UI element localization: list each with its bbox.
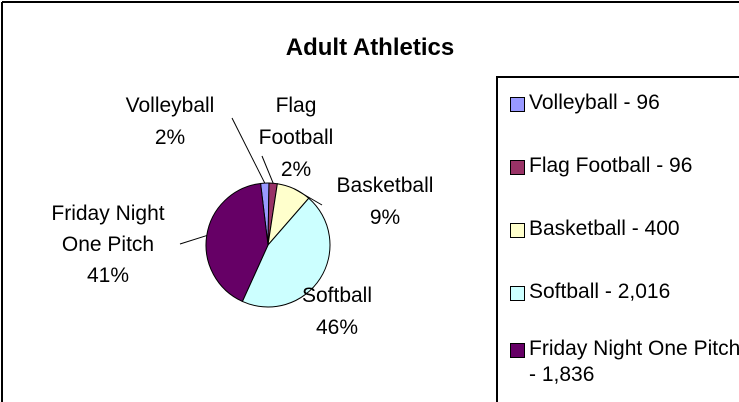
slice-label-volleyball: Volleyball 2% [126,94,215,149]
legend-label: Flag Football - 96 [529,154,693,177]
legend-item-volleyball: Volleyball - 96 [510,90,739,116]
legend-item-basketball: Basketball - 400 [510,216,739,242]
legend-swatch [510,160,525,175]
slice-label-softball: Softball 46% [302,284,372,339]
slice-label-line: Basketball [337,174,434,197]
legend-swatch [510,223,525,238]
slice-label-line: 9% [370,206,400,229]
legend-item-flag-football: Flag Football - 96 [510,153,739,179]
legend-label: Friday Night One Pitch - 1,836 [529,337,739,386]
leader-line-flag-football [261,155,274,184]
slice-label-flag-football: Flag Football 2% [259,94,334,181]
slice-label-line: Volleyball [126,94,215,117]
legend-label: Softball - 2,016 [529,280,671,303]
leader-line-basketball [293,188,323,206]
leader-line-friday-night-one-pitch [179,235,207,245]
legend-swatch [510,343,525,358]
legend-swatch [510,97,525,112]
slice-label-line: Flag [276,94,317,117]
slice-label-line: 41% [87,264,129,287]
legend: Volleyball - 96 Flag Football - 96 Baske… [496,76,739,402]
legend-label: Volleyball - 96 [529,91,660,114]
chart-title: Adult Athletics [286,34,454,61]
slice-label-line: Friday Night [51,202,164,225]
pie-slice-friday-night-one-pitch [205,182,269,303]
slice-label-line: One Pitch [62,233,154,256]
slice-label-line: 46% [316,316,358,339]
leader-line-volleyball [231,117,266,184]
pie-slices [205,182,331,308]
legend-item-friday-night-one-pitch: Friday Night One Pitch - 1,836 [510,336,739,388]
slice-label-friday-night-one-pitch: Friday Night One Pitch 41% [51,202,164,287]
legend-label: Basketball - 400 [529,217,680,240]
leader-lines [179,117,323,245]
slice-label-line: 2% [155,126,185,149]
legend-item-softball: Softball - 2,016 [510,279,739,305]
slice-label-line: Football [259,126,334,149]
pie-slice-softball [241,197,331,308]
slice-label-basketball: Basketball 9% [337,174,434,229]
slice-labels: Volleyball 2% Flag Football 2% Basketball 9% So… [51,94,433,339]
legend-swatch [510,286,525,301]
slice-label-line: Softball [302,284,372,307]
slice-label-line: 2% [281,158,311,181]
